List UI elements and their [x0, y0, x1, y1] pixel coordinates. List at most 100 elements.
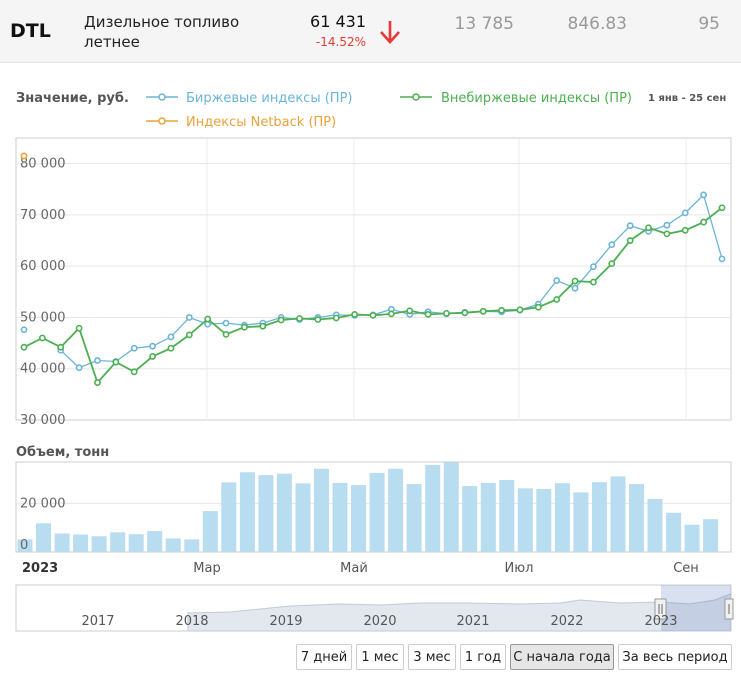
data-point[interactable] — [663, 221, 671, 229]
data-point[interactable] — [663, 230, 671, 238]
range-1y-button[interactable]: 1 год — [460, 644, 506, 670]
data-point[interactable] — [571, 277, 579, 285]
volume-bar[interactable] — [480, 482, 496, 552]
volume-bar[interactable] — [388, 468, 404, 552]
range-1m-button[interactable]: 1 мес — [356, 644, 404, 670]
data-point[interactable] — [534, 303, 542, 311]
data-point[interactable] — [553, 296, 561, 303]
navigator-handle-left-icon[interactable] — [654, 598, 667, 620]
data-point[interactable] — [571, 284, 579, 292]
data-point[interactable] — [553, 277, 561, 284]
range-all-button[interactable]: За весь период — [618, 644, 732, 670]
volume-bar[interactable] — [239, 472, 255, 552]
data-point[interactable] — [38, 334, 46, 342]
data-point[interactable] — [57, 343, 65, 351]
data-point[interactable] — [94, 379, 101, 386]
data-point[interactable] — [681, 226, 689, 234]
data-point[interactable] — [461, 309, 469, 317]
volume-bar[interactable] — [406, 484, 422, 552]
data-point[interactable] — [332, 314, 340, 322]
volume-bar[interactable] — [351, 485, 366, 552]
volume-bar[interactable] — [221, 482, 237, 552]
data-point[interactable] — [149, 342, 156, 350]
volume-bar[interactable] — [554, 483, 570, 552]
volume-bar[interactable] — [258, 475, 274, 552]
data-point[interactable] — [20, 343, 28, 351]
data-point[interactable] — [241, 323, 248, 331]
data-point[interactable] — [130, 344, 138, 352]
volume-bar[interactable] — [184, 539, 200, 552]
volume-bar[interactable] — [666, 512, 682, 552]
data-point[interactable] — [259, 322, 267, 330]
volume-bar[interactable] — [536, 489, 552, 552]
data-point[interactable] — [479, 307, 487, 315]
volume-bar[interactable] — [276, 473, 292, 552]
volume-bar[interactable] — [202, 511, 218, 552]
data-point[interactable] — [645, 224, 652, 232]
data-point[interactable] — [185, 314, 193, 321]
data-point[interactable] — [222, 319, 230, 327]
volume-bar[interactable] — [165, 538, 181, 552]
data-point[interactable] — [130, 368, 138, 376]
volume-bar[interactable] — [36, 523, 51, 552]
data-point[interactable] — [75, 324, 83, 332]
data-point[interactable] — [681, 209, 689, 217]
range-ytd-button[interactable]: С начала года — [510, 644, 614, 670]
data-point[interactable] — [387, 310, 395, 318]
data-point[interactable] — [149, 353, 156, 360]
range-7d-button[interactable]: 7 дней — [296, 644, 352, 670]
volume-bar[interactable] — [499, 480, 515, 552]
volume-bar[interactable] — [54, 533, 70, 553]
volume-bar[interactable] — [314, 468, 329, 552]
volume-bar[interactable] — [332, 482, 348, 552]
data-point[interactable] — [424, 310, 432, 318]
volume-bar[interactable] — [73, 534, 89, 553]
data-point[interactable] — [516, 306, 524, 314]
data-point[interactable] — [369, 312, 377, 319]
volume-bar[interactable] — [610, 476, 626, 552]
volume-bar[interactable] — [128, 534, 144, 552]
volume-bar[interactable] — [591, 482, 607, 552]
data-point[interactable] — [590, 263, 597, 271]
data-point[interactable] — [443, 309, 450, 317]
data-point[interactable] — [167, 333, 175, 341]
volume-bar[interactable] — [703, 519, 719, 552]
data-point[interactable] — [498, 306, 505, 314]
volume-bar[interactable] — [647, 499, 663, 552]
volume-bar[interactable] — [17, 539, 33, 552]
navigator[interactable]: 2017 2018 2019 2020 2021 2022 2023 — [15, 584, 734, 632]
volume-bar[interactable] — [629, 484, 644, 552]
volume-bar[interactable] — [573, 492, 589, 552]
data-point[interactable] — [185, 331, 193, 339]
volume-bar[interactable] — [295, 483, 311, 552]
data-point[interactable] — [204, 315, 212, 323]
data-point[interactable] — [20, 152, 28, 160]
legend-item-otc[interactable]: Внебиржевые индексы (ПР) — [400, 91, 632, 106]
volume-bar[interactable] — [684, 524, 700, 552]
volume-bar[interactable] — [91, 536, 107, 552]
data-point[interactable] — [608, 260, 616, 268]
volume-bar[interactable] — [443, 462, 459, 553]
data-point[interactable] — [608, 241, 616, 249]
volume-bar[interactable] — [462, 486, 478, 552]
data-point[interactable] — [314, 316, 322, 323]
data-point[interactable] — [718, 204, 726, 212]
volume-bar[interactable] — [110, 532, 126, 552]
data-point[interactable] — [75, 364, 83, 372]
legend-item-netback[interactable]: Индексы Netback (ПР) — [146, 115, 336, 130]
data-point[interactable] — [626, 222, 634, 230]
data-point[interactable] — [94, 357, 101, 364]
data-point[interactable] — [20, 326, 28, 334]
legend-item-exchange[interactable]: Биржевые индексы (ПР) — [146, 91, 352, 106]
data-point[interactable] — [590, 278, 597, 286]
data-point[interactable] — [222, 330, 230, 338]
data-point[interactable] — [112, 358, 120, 366]
data-point[interactable] — [700, 191, 708, 199]
data-point[interactable] — [718, 255, 726, 263]
data-point[interactable] — [296, 315, 303, 322]
data-point[interactable] — [167, 344, 175, 352]
volume-bar[interactable] — [517, 488, 533, 552]
volume-bar[interactable] — [425, 464, 441, 552]
data-point[interactable] — [626, 237, 634, 244]
data-point[interactable] — [700, 218, 708, 226]
